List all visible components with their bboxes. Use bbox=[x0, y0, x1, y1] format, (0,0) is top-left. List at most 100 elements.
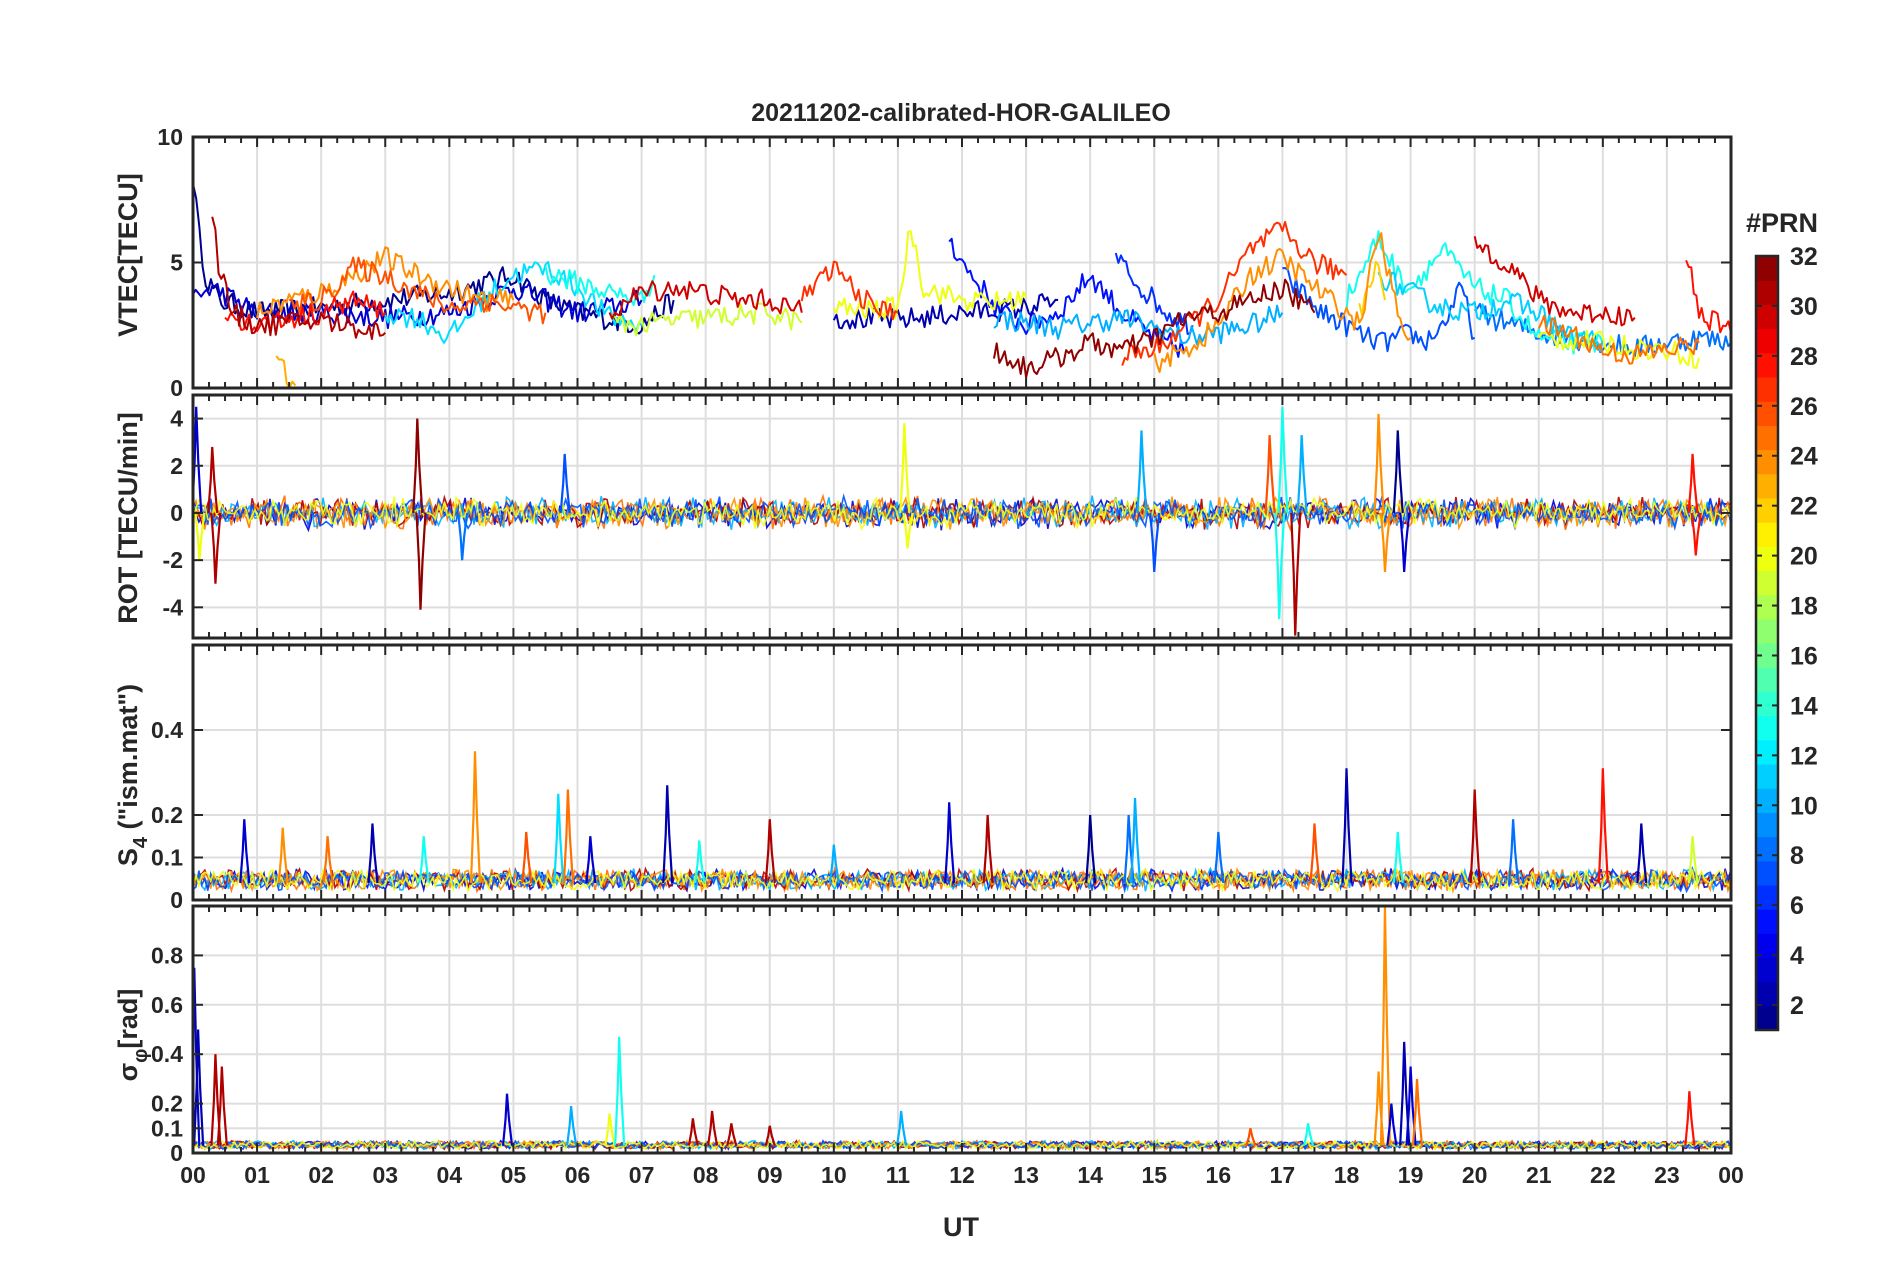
spike-sigma-21 bbox=[1684, 1091, 1696, 1146]
series-prn-30 bbox=[1473, 236, 1636, 327]
colorbar-segment bbox=[1756, 909, 1778, 934]
colorbar-segment bbox=[1756, 981, 1778, 1007]
series-prn-24 bbox=[1153, 232, 1412, 374]
panel-sigma: 00.10.2 0.4 0.6 0.8 σφ[rad] bbox=[113, 904, 1733, 1166]
spike-sigma-9 bbox=[706, 1110, 719, 1146]
x-tick-label: 12 bbox=[949, 1162, 975, 1188]
colorbar-segment bbox=[1756, 836, 1778, 862]
colorbar-tick-label: 32 bbox=[1790, 243, 1818, 271]
y-axis-label-sigma: σφ[rad] bbox=[113, 989, 152, 1082]
spike-rot-10 bbox=[1136, 430, 1148, 514]
series-prn-27 bbox=[1121, 221, 1348, 366]
x-tick-label: 16 bbox=[1206, 1162, 1232, 1188]
spike-sigma-6 bbox=[604, 1113, 616, 1146]
colorbar-tick-label: 14 bbox=[1790, 692, 1818, 720]
colorbar-segment bbox=[1756, 715, 1778, 741]
colorbar-segment bbox=[1756, 304, 1778, 330]
spike-rot-3 bbox=[210, 512, 222, 584]
spike-s4-21 bbox=[1341, 768, 1353, 884]
y-tick-label: 2 bbox=[170, 453, 183, 479]
noise-trace-4 bbox=[193, 495, 1731, 531]
colorbar-segment bbox=[1756, 763, 1778, 789]
spike-rot-18 bbox=[1379, 512, 1392, 573]
y-tick-label: 0.8 bbox=[151, 942, 183, 968]
y-tick-label: 0.2 bbox=[151, 1091, 183, 1117]
y-tick-label: 0.4 bbox=[151, 1041, 183, 1067]
colorbar-tick-label: 16 bbox=[1790, 642, 1818, 670]
spike-sigma-3 bbox=[216, 1066, 228, 1146]
spike-sigma-2 bbox=[210, 1054, 222, 1146]
series-prn-3 bbox=[193, 281, 643, 330]
colorbar-segment bbox=[1756, 401, 1778, 426]
y-tick-label: 4 bbox=[170, 406, 183, 432]
spike-rot-20 bbox=[1399, 512, 1411, 573]
colorbar-segment bbox=[1756, 860, 1778, 886]
x-tick-label: 08 bbox=[693, 1162, 719, 1188]
spike-s4-25 bbox=[1597, 768, 1609, 884]
spike-s4-2 bbox=[322, 836, 334, 884]
spike-s4-15 bbox=[982, 814, 994, 884]
spike-s4-11 bbox=[694, 840, 706, 884]
spike-sigma-12 bbox=[896, 1110, 908, 1146]
colorbar-segment bbox=[1756, 570, 1778, 596]
spike-s4-24 bbox=[1508, 819, 1520, 884]
panel-s4: 0 0.1 0.2 0.4S4 ("ism.mat") bbox=[113, 643, 1733, 913]
spike-s4-18 bbox=[1129, 797, 1142, 884]
x-tick-label: 00 bbox=[180, 1162, 206, 1188]
spike-s4-1 bbox=[277, 827, 289, 884]
spike-rot-21 bbox=[1687, 453, 1699, 514]
series-prn-32 bbox=[993, 278, 1316, 379]
spike-s4-8 bbox=[562, 789, 574, 884]
spike-sigma-4 bbox=[501, 1093, 514, 1146]
colorbar-segment bbox=[1756, 473, 1778, 499]
axes-frame-rot bbox=[191, 393, 1733, 640]
colorbar-segment bbox=[1756, 497, 1778, 523]
spike-s4-23 bbox=[1469, 789, 1481, 884]
x-tick-label: 00 bbox=[1718, 1162, 1744, 1188]
colorbar-segment bbox=[1756, 1005, 1778, 1031]
x-tick-label: 05 bbox=[501, 1162, 527, 1188]
spike-s4-26 bbox=[1636, 823, 1648, 884]
series-prn-6 bbox=[1282, 267, 1476, 353]
spike-s4-12 bbox=[764, 819, 776, 884]
axes-frame-vtec bbox=[191, 135, 1733, 390]
x-tick-label: 11 bbox=[886, 1162, 911, 1188]
x-tick-label: 23 bbox=[1654, 1162, 1680, 1188]
spike-rot-4 bbox=[412, 418, 424, 514]
series-prn-23 bbox=[275, 355, 297, 388]
colorbar-segment bbox=[1756, 788, 1778, 813]
x-tick-label: 20 bbox=[1462, 1162, 1488, 1188]
spike-sigma-10 bbox=[726, 1123, 738, 1146]
spike-s4-9 bbox=[585, 836, 597, 884]
spike-sigma-19 bbox=[1405, 1066, 1417, 1146]
x-tick-label: 17 bbox=[1270, 1162, 1296, 1188]
y-tick-label: 5 bbox=[170, 250, 183, 276]
y-tick-label: 0 bbox=[170, 1140, 183, 1166]
spike-rot-15 bbox=[1290, 512, 1302, 636]
x-tick-label: 22 bbox=[1590, 1162, 1616, 1188]
axes-frame-s4 bbox=[191, 643, 1733, 902]
spike-sigma-20 bbox=[1411, 1078, 1424, 1146]
colorbar-segment bbox=[1756, 328, 1778, 354]
colorbar-tick-label: 4 bbox=[1790, 942, 1804, 970]
plot-area-s4 bbox=[193, 751, 1731, 895]
colorbar-tick-label: 6 bbox=[1790, 892, 1804, 920]
spike-sigma-5 bbox=[566, 1105, 578, 1146]
plot-area-rot bbox=[193, 406, 1731, 636]
series-prn-28 bbox=[1685, 259, 1731, 334]
spike-rot-14 bbox=[1274, 512, 1286, 620]
colorbar-segment bbox=[1756, 933, 1778, 959]
spike-sigma-7 bbox=[614, 1036, 626, 1146]
noise-trace-6 bbox=[193, 866, 1731, 894]
spike-s4-20 bbox=[1309, 823, 1321, 884]
spike-rot-16 bbox=[1296, 435, 1308, 514]
colorbar-segment bbox=[1756, 812, 1778, 838]
spike-rot-2 bbox=[207, 446, 219, 514]
spike-sigma-14 bbox=[1302, 1123, 1315, 1146]
colorbar-segment bbox=[1756, 957, 1778, 983]
spike-s4-13 bbox=[828, 844, 840, 884]
series-prn-27 bbox=[800, 260, 899, 321]
x-tick-label: 07 bbox=[629, 1162, 655, 1188]
y-axis-label-rot: ROT [TECU/min] bbox=[113, 412, 143, 623]
colorbar-tick-label: 30 bbox=[1790, 293, 1818, 321]
